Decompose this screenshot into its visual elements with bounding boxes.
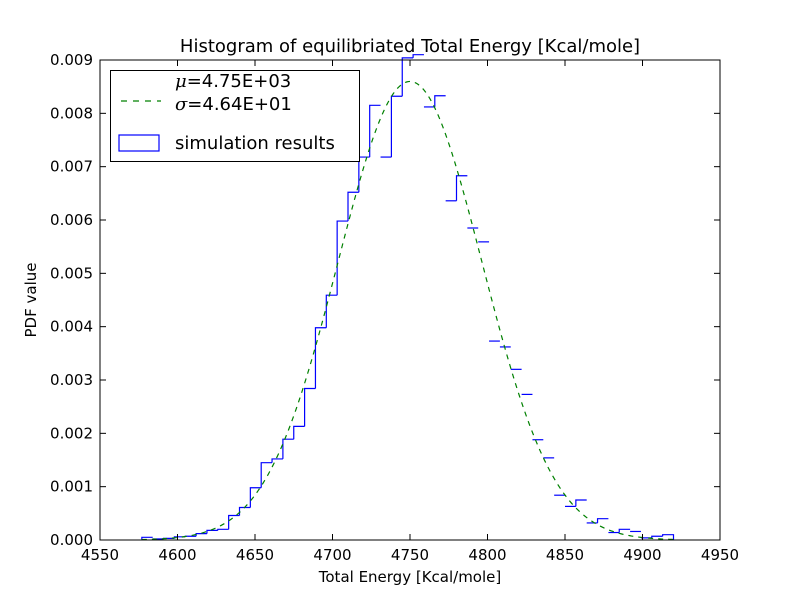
histogram-bin (390, 95, 403, 158)
legend-entry-hist: simulation results (111, 131, 335, 155)
legend-dashed-line-icon (111, 81, 163, 105)
y-tick-label: 0.005 (50, 264, 93, 282)
histogram-bin (618, 528, 631, 533)
histogram-bin (260, 462, 273, 488)
histogram-bin (336, 220, 348, 296)
x-tick-label: 4650 (236, 546, 274, 564)
tick-layer: 4550 4600 4650 4700 4750 4800 4850 4900 4950 0.00… (50, 51, 739, 564)
histogram-bin (651, 535, 663, 538)
histogram-bin (314, 327, 327, 389)
legend-mu-value: =4.75E+03 (186, 71, 292, 92)
y-tick-label: 0.007 (50, 158, 93, 176)
chart-title: Histogram of equilibriated Total Energy … (179, 36, 641, 57)
histogram-bin (455, 175, 468, 201)
y-tick-label: 0.001 (50, 478, 93, 496)
histogram-bin (282, 438, 294, 459)
y-axis-label: PDF value (22, 262, 40, 338)
histogram-bin (217, 528, 229, 531)
y-tick-label: 0.000 (50, 531, 93, 549)
histogram-bin (184, 535, 197, 537)
histogram-bin (325, 294, 338, 328)
y-tick-label: 0.003 (50, 371, 93, 389)
histogram-bin (596, 518, 609, 523)
histogram-bin (575, 499, 587, 507)
legend-fit-text: μ=4.75E+03 σ=4.64E+01 (175, 70, 292, 116)
legend-hist-text: simulation results (175, 132, 335, 154)
legend-mu-symbol: μ (175, 71, 187, 92)
legend-sigma-symbol: σ (175, 94, 188, 115)
legend-entry-fit: μ=4.75E+03 σ=4.64E+01 (111, 71, 292, 115)
x-tick-label: 4550 (81, 546, 119, 564)
histogram-bin (228, 514, 240, 530)
histogram-bin (412, 54, 424, 58)
histogram-bin (358, 156, 370, 193)
y-tick-label: 0.004 (50, 318, 93, 336)
y-tick-label: 0.009 (50, 51, 93, 69)
x-tick-label: 4950 (701, 546, 739, 564)
normal-fit-curve (141, 80, 674, 541)
x-tick-label: 4750 (391, 546, 429, 564)
histogram-bin (238, 506, 251, 516)
x-tick-label: 4600 (158, 546, 196, 564)
x-axis-label: Total Energy [Kcal/mole] (318, 568, 502, 586)
fit-curve-layer (141, 80, 674, 541)
x-tick-label: 4900 (623, 546, 661, 564)
y-tick-label: 0.002 (50, 424, 93, 442)
histogram-bin (347, 191, 359, 222)
legend-sigma-value: =4.64E+01 (187, 94, 292, 115)
histogram-layer (141, 54, 675, 540)
histogram-bin (195, 533, 207, 537)
legend: μ=4.75E+03 σ=4.64E+01 simulation results (110, 70, 360, 162)
histogram-bin (249, 487, 262, 508)
histogram-bin (434, 95, 446, 107)
x-tick-label: 4800 (468, 546, 506, 564)
legend-box-icon (111, 131, 163, 155)
histogram-bin (369, 104, 381, 158)
x-tick-label: 4850 (546, 546, 584, 564)
histogram-bin (401, 57, 414, 97)
histogram-bin (271, 458, 283, 463)
x-tick-label: 4700 (313, 546, 351, 564)
histogram-bin (304, 387, 316, 427)
histogram-bin (662, 534, 675, 540)
histogram-bin (206, 529, 218, 534)
y-tick-label: 0.006 (50, 211, 93, 229)
y-tick-label: 0.008 (50, 104, 93, 122)
histogram-bin (293, 425, 305, 440)
